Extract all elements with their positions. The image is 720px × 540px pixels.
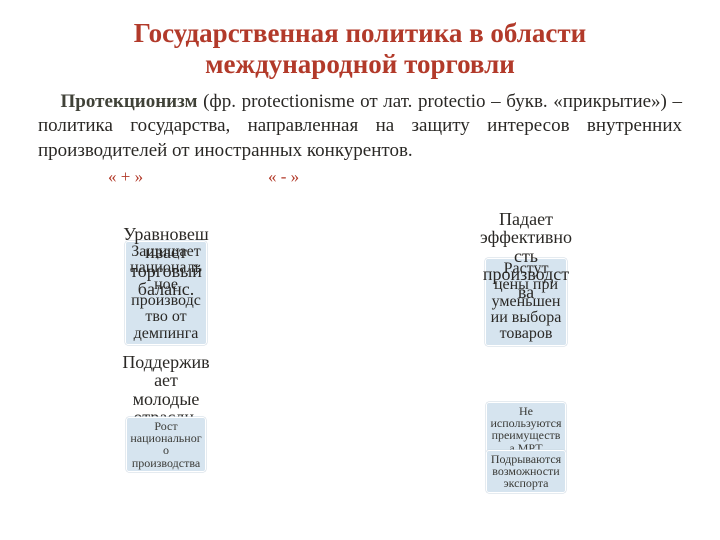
con-box-export: Подрываются возможности экспорта xyxy=(486,450,566,493)
cons-column: Растут цены при уменьшении выбора товаро… xyxy=(478,210,574,540)
signs-row: « + » « - » xyxy=(38,167,682,189)
pros-column: Защищает национальное производство от де… xyxy=(118,225,214,540)
slide-title: Государственная политика в области между… xyxy=(38,18,682,80)
pro-text-balance: Уравновешивает торговый баланс. xyxy=(119,225,213,298)
minus-sign: « - » xyxy=(268,167,299,187)
definition-text: Протекционизм (фр. protectionisme от лат… xyxy=(38,90,682,163)
pro-box-growth: Рост национального производства xyxy=(126,417,206,472)
con-text-efficiency: Падает эффективность производства xyxy=(479,210,573,302)
plus-sign: « + » xyxy=(108,167,143,187)
con-box-mrt: Не используются преимущества МРТ xyxy=(486,402,566,457)
slide: Государственная политика в области между… xyxy=(0,0,720,540)
pro-text-young-industries: Поддерживает молодые отрасли. xyxy=(119,353,213,426)
term-bold: Протекционизм xyxy=(61,91,198,112)
